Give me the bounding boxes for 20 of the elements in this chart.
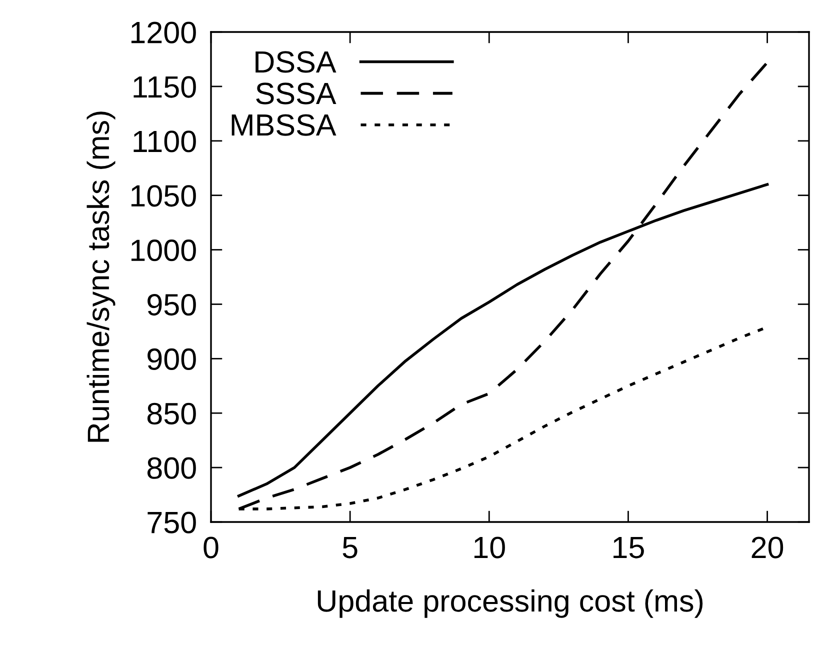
y-axis-title: Runtime/sync tasks (ms) [86,112,116,442]
legend-label: MBSSA [232,114,336,136]
y-tick-label: 850 [147,402,196,424]
y-tick-label: 1150 [134,76,196,98]
y-tick-label: 750 [148,512,196,534]
x-tick-label: 20 [752,536,784,558]
x-tick-label: 0 [204,536,218,558]
y-tick-label: 1000 [131,240,196,262]
legend-label: SSSA [256,82,336,104]
y-tick-label: 1050 [131,185,196,207]
x-tick-label: 10 [474,536,505,558]
legend-label: DSSA [256,51,336,73]
y-tick-label: 1200 [131,22,196,44]
x-axis-title: Update processing cost (ms) [318,589,703,618]
y-tick-label: 950 [148,294,196,316]
y-tick-label: 900 [148,348,196,370]
y-tick-label: 800 [147,457,196,479]
y-tick-label: 1100 [134,130,196,152]
x-tick-label: 15 [614,537,644,558]
x-tick-label: 5 [342,537,358,558]
